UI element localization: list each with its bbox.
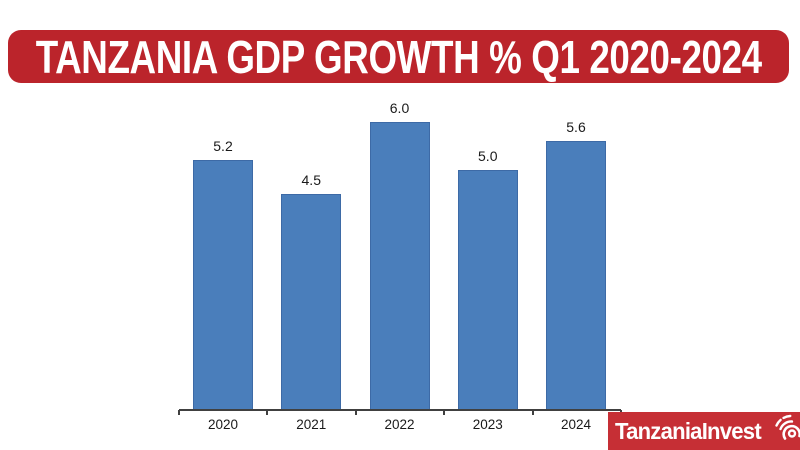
signal-swirl-icon xyxy=(769,411,800,448)
bar-2022 xyxy=(369,122,430,410)
x-axis-tick xyxy=(178,410,180,415)
x-axis-label-2021: 2021 xyxy=(296,417,327,432)
x-axis-tick xyxy=(266,410,269,415)
x-axis-tick xyxy=(443,410,446,415)
bar-value-label-2024: 5.6 xyxy=(566,119,586,135)
bar-value-label-2022: 6.0 xyxy=(389,100,410,116)
title-banner: TANZANIA GDP GROWTH % Q1 2020-2024 xyxy=(8,30,789,83)
x-axis-tick xyxy=(531,410,534,415)
x-axis-line xyxy=(179,409,621,411)
bar-value-label-2021: 4.5 xyxy=(301,172,321,188)
brand-logo-text: TanzaniaInvest xyxy=(615,417,762,444)
x-axis-label-2024: 2024 xyxy=(560,417,592,432)
x-axis-label-2023: 2023 xyxy=(472,417,503,432)
x-axis-label-2022: 2022 xyxy=(384,417,415,432)
bar-value-label-2023: 5.0 xyxy=(478,148,498,164)
x-axis-label-2020: 2020 xyxy=(207,417,239,432)
bar-2020 xyxy=(193,160,253,410)
bar-value-label-2020: 5.2 xyxy=(213,138,233,154)
bar-2024 xyxy=(546,141,606,410)
brand-logo: TanzaniaInvest xyxy=(608,412,800,450)
x-axis-tick xyxy=(354,410,357,415)
page-title: TANZANIA GDP GROWTH % Q1 2020-2024 xyxy=(35,30,762,83)
bar-2023 xyxy=(457,170,518,410)
bar-2021 xyxy=(281,194,342,410)
